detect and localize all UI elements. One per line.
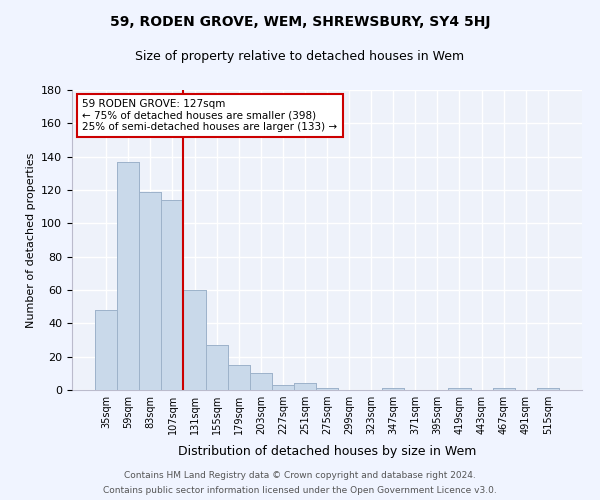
Text: Size of property relative to detached houses in Wem: Size of property relative to detached ho… <box>136 50 464 63</box>
Bar <box>117 162 139 390</box>
Bar <box>448 388 470 390</box>
Bar <box>382 388 404 390</box>
Bar <box>161 200 184 390</box>
Bar <box>227 365 250 390</box>
Bar <box>537 388 559 390</box>
Bar <box>95 310 117 390</box>
Bar <box>117 162 139 390</box>
Bar <box>272 385 294 390</box>
Bar <box>316 388 338 390</box>
Bar <box>316 388 338 390</box>
Bar <box>206 345 227 390</box>
X-axis label: Distribution of detached houses by size in Wem: Distribution of detached houses by size … <box>178 446 476 458</box>
Text: Contains public sector information licensed under the Open Government Licence v3: Contains public sector information licen… <box>103 486 497 495</box>
Bar <box>493 388 515 390</box>
Bar <box>227 365 250 390</box>
Bar <box>139 192 161 390</box>
Bar <box>139 192 161 390</box>
Bar <box>294 384 316 390</box>
Bar <box>95 310 117 390</box>
Bar <box>493 388 515 390</box>
Bar <box>184 290 206 390</box>
Bar <box>382 388 404 390</box>
Text: 59, RODEN GROVE, WEM, SHREWSBURY, SY4 5HJ: 59, RODEN GROVE, WEM, SHREWSBURY, SY4 5H… <box>110 15 490 29</box>
Text: 59 RODEN GROVE: 127sqm
← 75% of detached houses are smaller (398)
25% of semi-de: 59 RODEN GROVE: 127sqm ← 75% of detached… <box>82 99 337 132</box>
Bar <box>184 290 206 390</box>
Bar <box>250 374 272 390</box>
Bar <box>250 374 272 390</box>
Bar <box>272 385 294 390</box>
Bar <box>448 388 470 390</box>
Text: Contains HM Land Registry data © Crown copyright and database right 2024.: Contains HM Land Registry data © Crown c… <box>124 471 476 480</box>
Bar <box>206 345 227 390</box>
Bar <box>537 388 559 390</box>
Bar <box>294 384 316 390</box>
Y-axis label: Number of detached properties: Number of detached properties <box>26 152 35 328</box>
Bar <box>161 200 184 390</box>
